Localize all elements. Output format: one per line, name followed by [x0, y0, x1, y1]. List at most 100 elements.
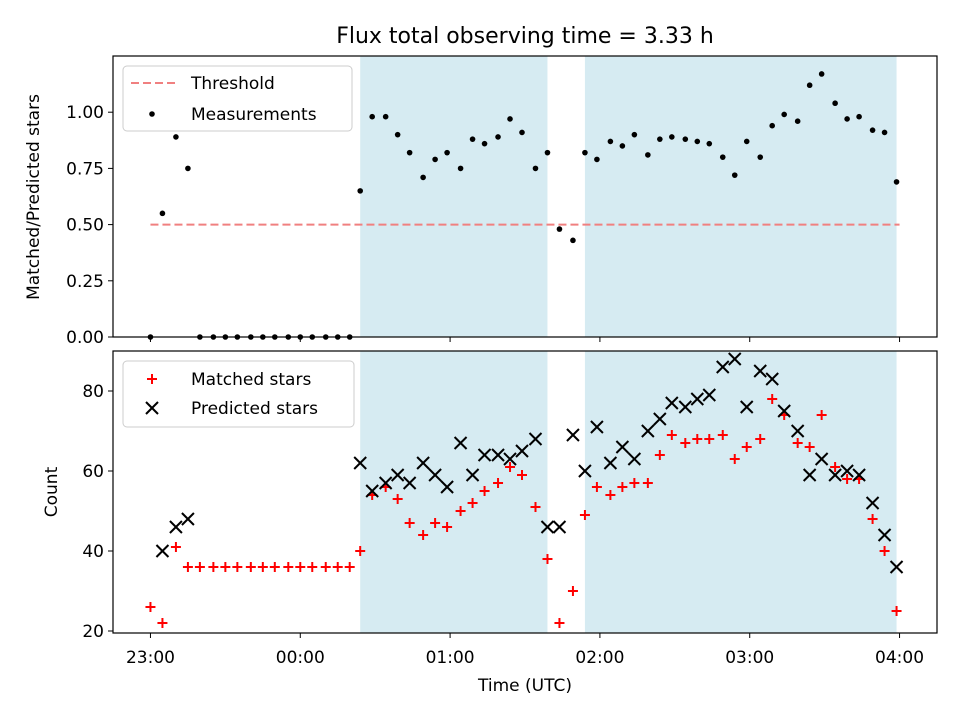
- matched-star-point: [332, 562, 343, 572]
- predicted-star-point: [378, 476, 393, 490]
- matched-star-point: [830, 462, 841, 472]
- y-tick-label: 1.00: [66, 103, 104, 123]
- predicted-star-point: [728, 352, 742, 366]
- observing-window-shade: [584, 351, 897, 633]
- measurement-point: [706, 140, 713, 147]
- predicted-star-point: [690, 392, 704, 406]
- measurement-point: [869, 127, 876, 133]
- observing-window-shade: [584, 56, 897, 337]
- matched-star-point: [493, 478, 504, 488]
- predicted-star-point: [653, 412, 667, 426]
- y-tick-label: 40: [82, 542, 104, 562]
- x-tick-label: 02:00: [575, 648, 624, 668]
- matched-star-point: [741, 442, 752, 452]
- matched-star-point: [767, 394, 778, 404]
- measurement-point: [832, 100, 838, 107]
- matched-star-point: [755, 434, 766, 444]
- measurement-point: [432, 156, 438, 163]
- x-axis-label: Time (UTC): [477, 676, 572, 696]
- matched-star-point: [867, 514, 878, 524]
- y-tick-label: 0.75: [66, 159, 104, 179]
- matched-star-point: [605, 490, 616, 500]
- matched-star-point: [430, 518, 441, 528]
- measurement-point: [893, 179, 900, 185]
- predicted-star-point: [515, 444, 529, 458]
- matched-star-point: [554, 618, 565, 628]
- matched-star-point: [404, 518, 415, 528]
- chart-title: Flux total observing time = 3.33 h: [336, 24, 714, 49]
- x-tick-label: 04:00: [875, 648, 924, 668]
- measurement-point: [719, 154, 726, 160]
- predicted-star-point: [503, 452, 517, 466]
- measurement-point: [856, 113, 862, 120]
- predicted-star-point: [416, 456, 430, 470]
- measurement-point: [669, 134, 675, 140]
- matched-star-point: [629, 478, 640, 488]
- predicted-star-point: [814, 452, 829, 466]
- measurement-point: [645, 152, 651, 158]
- count-panel-frame: [112, 350, 938, 634]
- ratio-panel-frame: [112, 55, 938, 338]
- predicted-star-point: [840, 464, 854, 478]
- measurement-point: [731, 172, 738, 178]
- measurement-point: [607, 138, 614, 145]
- matched-star-point: [145, 602, 156, 612]
- matched-star-point: [591, 482, 602, 492]
- matched-star-point: [182, 562, 193, 572]
- matched-star-point: [245, 562, 256, 572]
- matched-star-point: [816, 410, 827, 420]
- ratio-y-axis-label: Matched/Predicted stars: [24, 94, 44, 300]
- ratio-legend: Threshold Measurements: [122, 65, 353, 132]
- matched-star-point: [208, 562, 219, 572]
- measurements-legend-label: Measurements: [191, 105, 317, 125]
- matched-star-point: [666, 430, 677, 440]
- matched-star-point: [479, 486, 490, 496]
- measurement-point: [544, 149, 551, 156]
- measurement-point: [185, 165, 191, 172]
- measurement-point: [619, 143, 626, 149]
- matched-star-point: [418, 530, 429, 540]
- observing-window-shade: [360, 351, 548, 633]
- predicted-star-point: [440, 480, 454, 494]
- measurement-point: [781, 111, 787, 118]
- matched-star-point: [567, 586, 578, 596]
- measurement-point: [394, 131, 401, 138]
- measurement-point: [881, 129, 888, 136]
- x-tick-label: 01:00: [426, 648, 475, 668]
- matched-star-point: [530, 502, 541, 512]
- predicted-star-point: [552, 520, 567, 534]
- matched-star-point: [320, 562, 331, 572]
- matched-star-point: [392, 494, 403, 504]
- predicted-star-point: [777, 404, 791, 418]
- predicted-star-point: [615, 440, 630, 454]
- y-tick-label: 0.25: [66, 272, 104, 292]
- x-tick-label: 00:00: [276, 648, 325, 668]
- predicted-star-point: [865, 496, 880, 510]
- predicted-star-point: [491, 448, 505, 462]
- measurement-point: [818, 71, 825, 77]
- predicted-star-point: [365, 484, 379, 498]
- matched-star-point: [579, 510, 590, 520]
- measurement-point: [844, 116, 850, 122]
- measurement-point: [469, 136, 476, 142]
- predicted-star-point: [678, 400, 693, 414]
- matched-star-point: [704, 434, 715, 444]
- matched-star-point: [617, 482, 628, 492]
- predicted-star-point: [578, 464, 592, 478]
- matched-star-point: [654, 450, 665, 460]
- ratio-panel: 0.00 0.25 0.50 0.75 1.00 Matched/Predicted s…: [24, 55, 938, 348]
- matched-star-point: [257, 562, 268, 572]
- predicted-star-point: [540, 520, 555, 534]
- matched-star-point: [729, 454, 740, 464]
- measurements-legend-marker: [149, 111, 155, 117]
- y-tick-label: 20: [82, 622, 104, 642]
- matched-star-point: [692, 434, 703, 444]
- matched-star-point: [170, 542, 181, 552]
- predicted-star-point: [889, 560, 904, 574]
- predicted-star-point: [528, 432, 543, 446]
- predicted-star-point: [753, 364, 767, 378]
- matched-star-point: [232, 562, 243, 572]
- matched-legend-label: Matched stars: [191, 370, 311, 390]
- matched-star-point: [467, 498, 478, 508]
- predicted-star-point: [641, 424, 655, 438]
